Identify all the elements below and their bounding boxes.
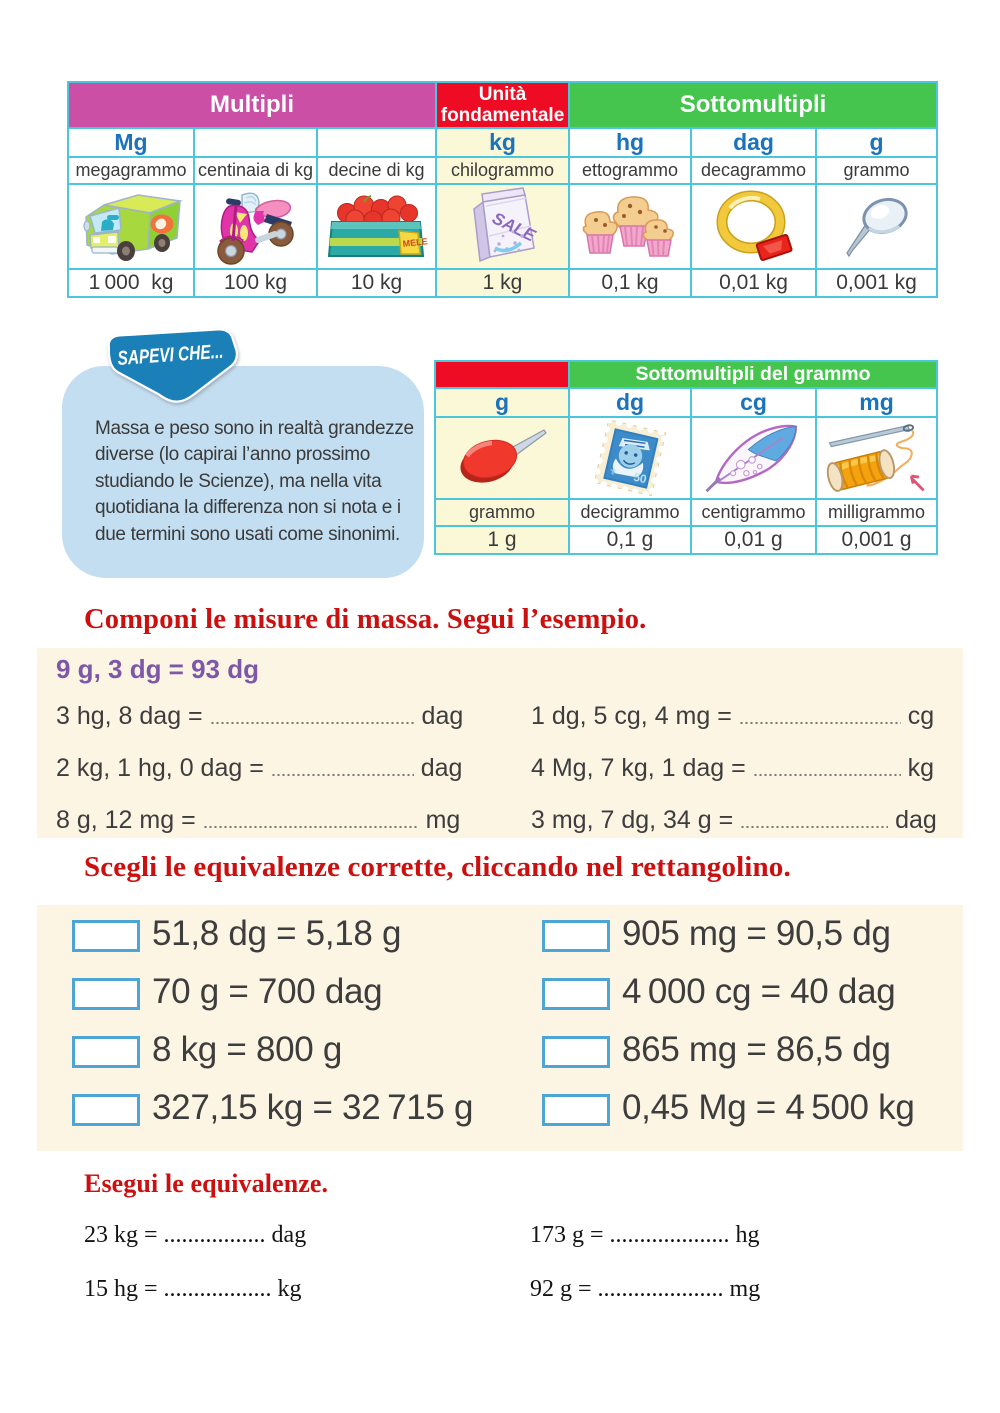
svg-text:50: 50 [632, 471, 648, 487]
svg-text:⚜: ⚜ [608, 466, 619, 479]
svg-text:MELE: MELE [402, 237, 428, 250]
